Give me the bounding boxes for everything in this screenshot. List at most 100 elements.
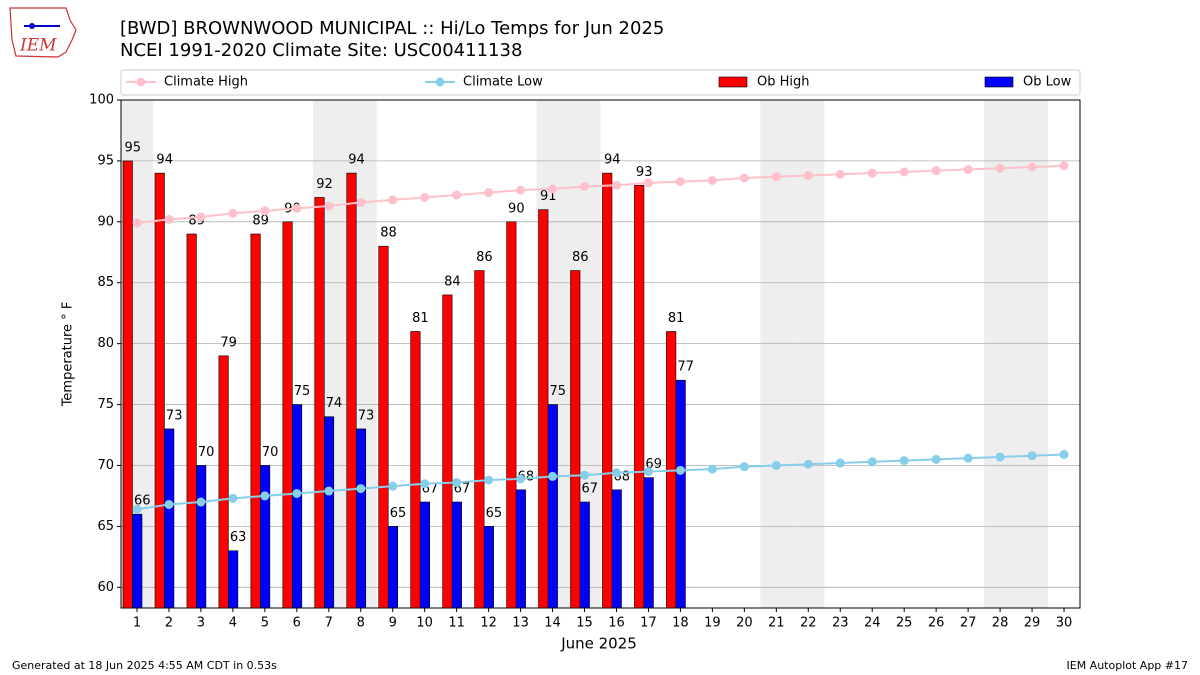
shaded-day bbox=[760, 100, 793, 608]
x-tick-label: 26 bbox=[928, 616, 945, 631]
point bbox=[324, 486, 334, 496]
legend-label: Ob High bbox=[757, 75, 810, 90]
point bbox=[675, 177, 685, 187]
point bbox=[995, 163, 1005, 173]
value-label: 88 bbox=[380, 226, 397, 241]
point bbox=[707, 175, 717, 185]
x-axis-label: June 2025 bbox=[560, 635, 637, 653]
point bbox=[516, 474, 526, 484]
legend-box bbox=[120, 69, 1081, 96]
bar bbox=[292, 404, 303, 609]
point bbox=[931, 166, 941, 176]
point bbox=[164, 214, 174, 224]
point bbox=[420, 192, 430, 202]
value-label: 79 bbox=[220, 335, 237, 350]
legend-swatch bbox=[718, 76, 748, 88]
legend-label: Climate High bbox=[164, 75, 248, 90]
bar bbox=[154, 172, 165, 609]
value-label: 77 bbox=[677, 360, 694, 375]
x-tick-label: 18 bbox=[672, 616, 689, 631]
y-tick-label: 65 bbox=[97, 519, 114, 534]
x-tick-label: 9 bbox=[389, 616, 397, 631]
x-tick-label: 28 bbox=[992, 616, 1009, 631]
logo-outline bbox=[9, 7, 77, 58]
x-tick-label: 13 bbox=[512, 616, 529, 631]
value-label: 95 bbox=[124, 140, 141, 155]
logo-text: IEM bbox=[19, 36, 57, 56]
point bbox=[675, 465, 685, 475]
value-label: 63 bbox=[230, 530, 247, 545]
bar bbox=[474, 270, 485, 609]
bar bbox=[186, 233, 197, 609]
point bbox=[132, 504, 142, 514]
point bbox=[803, 171, 813, 181]
point bbox=[452, 478, 462, 488]
point bbox=[324, 201, 334, 211]
bar bbox=[260, 465, 271, 609]
line bbox=[136, 453, 1065, 511]
value-label: 70 bbox=[262, 445, 279, 460]
value-label: 86 bbox=[572, 250, 589, 265]
point bbox=[356, 197, 366, 207]
value-label: 66 bbox=[134, 494, 151, 509]
point bbox=[643, 467, 653, 477]
point bbox=[1059, 450, 1069, 460]
y-tick-label: 60 bbox=[97, 580, 114, 595]
value-label: 81 bbox=[668, 311, 685, 326]
point bbox=[867, 457, 877, 467]
point bbox=[132, 218, 142, 228]
point bbox=[580, 181, 590, 191]
point bbox=[867, 168, 877, 178]
point bbox=[228, 493, 238, 503]
point bbox=[228, 208, 238, 218]
bar bbox=[579, 501, 590, 609]
x-tick-label: 21 bbox=[768, 616, 785, 631]
point bbox=[1059, 161, 1069, 171]
point bbox=[611, 180, 621, 190]
x-tick-label: 30 bbox=[1056, 616, 1073, 631]
logo-dot bbox=[29, 23, 35, 29]
line bbox=[136, 164, 1065, 225]
x-tick-label: 1 bbox=[133, 616, 141, 631]
y-tick-label: 80 bbox=[97, 336, 114, 351]
y-tick-label: 85 bbox=[97, 275, 114, 290]
bar bbox=[611, 489, 622, 609]
point bbox=[739, 462, 749, 472]
x-tick-label: 20 bbox=[736, 616, 753, 631]
point bbox=[643, 178, 653, 188]
value-label: 90 bbox=[508, 201, 525, 216]
value-label: 65 bbox=[390, 506, 407, 521]
point bbox=[484, 188, 494, 198]
bar bbox=[250, 233, 261, 609]
bar bbox=[570, 270, 581, 609]
legend-marker bbox=[136, 77, 146, 87]
point bbox=[771, 172, 781, 182]
x-tick-label: 29 bbox=[1024, 616, 1041, 631]
value-label: 74 bbox=[326, 396, 343, 411]
point bbox=[931, 454, 941, 464]
bar bbox=[378, 245, 389, 609]
bar bbox=[164, 428, 175, 609]
value-label: 86 bbox=[476, 250, 493, 265]
value-label: 70 bbox=[198, 445, 215, 460]
legend-swatch bbox=[984, 76, 1014, 88]
point bbox=[835, 169, 845, 179]
point bbox=[516, 185, 526, 195]
point bbox=[196, 497, 206, 507]
value-label: 94 bbox=[604, 153, 621, 168]
bar bbox=[675, 379, 686, 609]
point bbox=[452, 190, 462, 200]
x-tick-label: 16 bbox=[608, 616, 625, 631]
value-label: 65 bbox=[486, 506, 503, 521]
y-tick-label: 75 bbox=[97, 397, 114, 412]
point bbox=[899, 456, 909, 466]
plot-frame bbox=[120, 99, 1081, 609]
y-tick-label: 100 bbox=[89, 93, 114, 108]
bar bbox=[228, 550, 239, 609]
chart-subtitle: NCEI 1991-2020 Climate Site: USC00411138 bbox=[120, 40, 522, 61]
point bbox=[963, 164, 973, 174]
value-label: 94 bbox=[156, 153, 173, 168]
footer-left: Generated at 18 Jun 2025 4:55 AM CDT in … bbox=[12, 659, 277, 672]
bar bbox=[634, 184, 645, 609]
bar bbox=[442, 294, 453, 609]
